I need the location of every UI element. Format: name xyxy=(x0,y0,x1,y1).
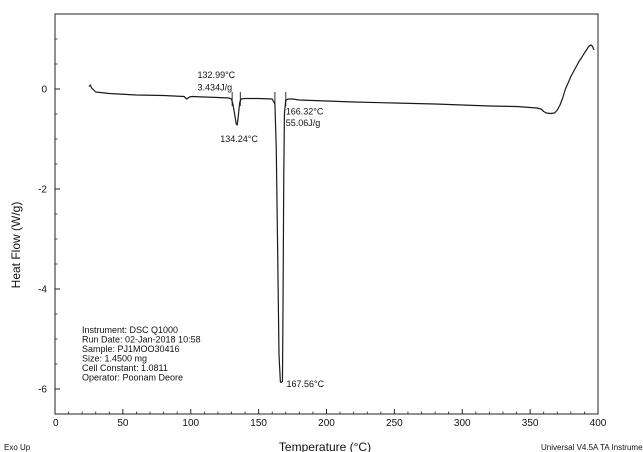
instrument-info-line: Run Date: 02-Jan-2018 10:58 xyxy=(82,335,201,345)
peak-annotation: 167.56°C xyxy=(286,379,324,389)
software-version-label: Universal V4.5A TA Instruments xyxy=(541,443,643,452)
x-axis-label: Temperature (°C) xyxy=(279,440,371,452)
instrument-info-line: Sample: PJ1MOO30416 xyxy=(82,344,180,354)
y-tick-label: -2 xyxy=(38,185,47,196)
heat-flow-curve xyxy=(88,44,595,384)
x-tick-label: 150 xyxy=(250,418,267,429)
instrument-info-line: Cell Constant: 1.0811 xyxy=(82,363,168,373)
x-tick-label: 250 xyxy=(386,418,403,429)
y-tick-label: -4 xyxy=(38,285,47,296)
x-tick-label: 50 xyxy=(117,418,129,429)
peak-annotation: 3.434J/g xyxy=(198,83,233,93)
series xyxy=(88,44,595,384)
x-tick-label: 350 xyxy=(522,418,539,429)
x-tick-label: 100 xyxy=(182,418,199,429)
instrument-info-line: Size: 1.4500 mg xyxy=(82,354,147,364)
annotations: 132.99°C 3.434J/g 134.24°C 166.32°C55.06J/g… xyxy=(198,70,325,389)
x-tick-label: 300 xyxy=(454,418,471,429)
y-axis-label: Heat Flow (W/g) xyxy=(9,202,23,289)
peak-annotation: 134.24°C xyxy=(220,134,258,144)
exo-up-label: Exo Up xyxy=(4,443,31,452)
peak-annotation: 55.06J/g xyxy=(286,118,321,128)
peak-markers xyxy=(231,92,287,106)
y-tick-label: -6 xyxy=(38,385,47,396)
ticks: 0 50 100 150 200 250 300 350 400 0 -2 -4 -6 xyxy=(38,13,607,429)
x-tick-label: 0 xyxy=(53,418,59,429)
peak-annotation: 166.32°C xyxy=(286,107,324,117)
instrument-info-line: Instrument: DSC Q1000 xyxy=(82,325,178,335)
x-tick-label: 200 xyxy=(318,418,335,429)
x-tick-label: 400 xyxy=(590,418,607,429)
instrument-info-line: Operator: Poonam Deore xyxy=(82,373,183,383)
y-tick-label: 0 xyxy=(41,85,47,96)
peak-annotation: 132.99°C xyxy=(198,70,236,80)
